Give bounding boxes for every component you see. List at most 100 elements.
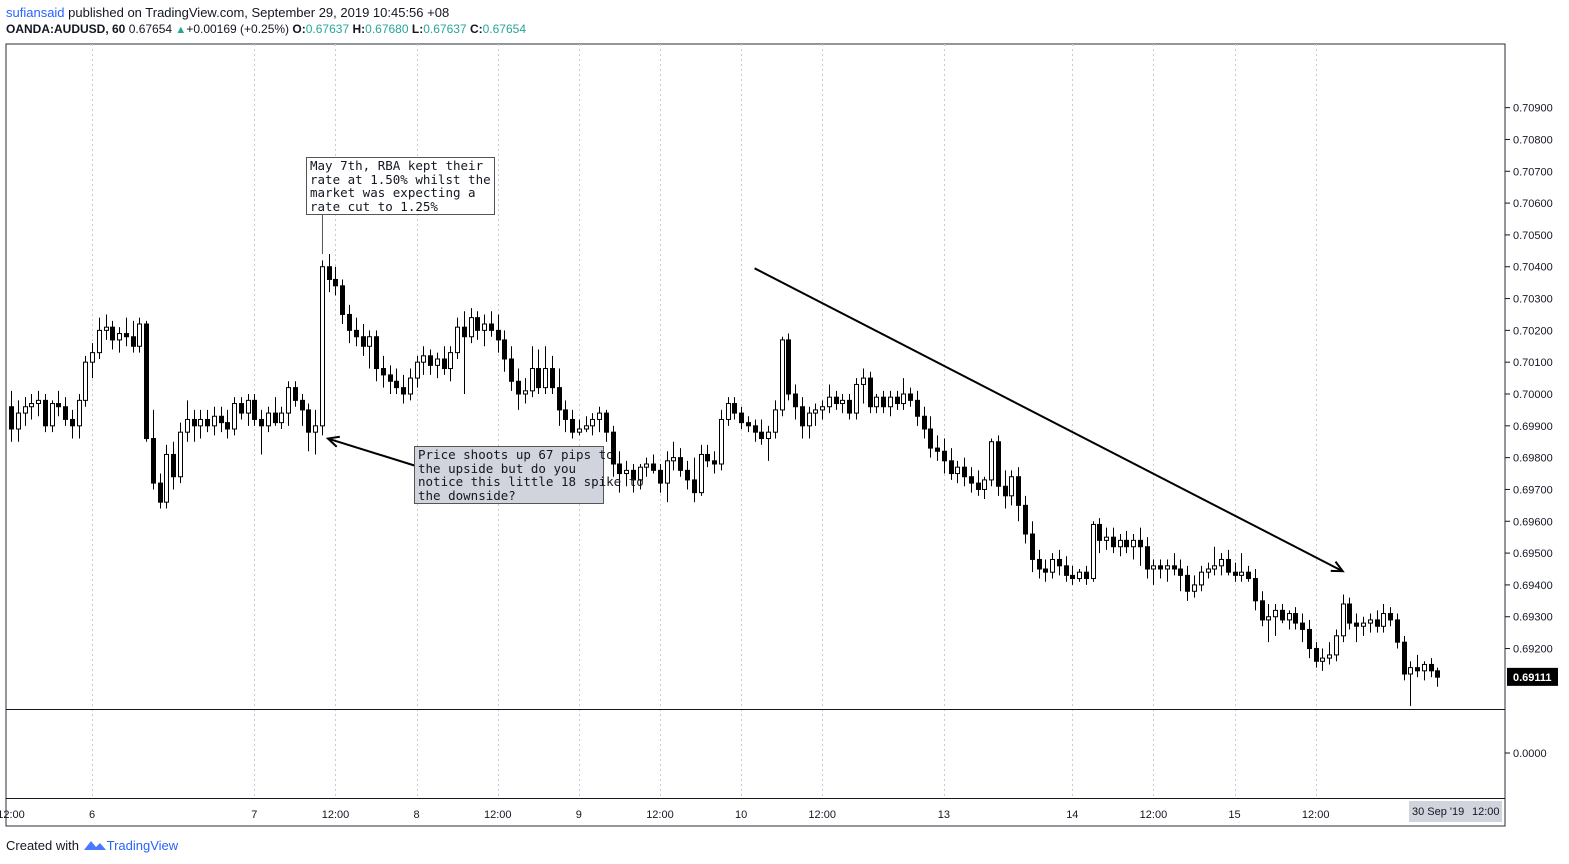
candle-body bbox=[70, 418, 75, 427]
candle-body bbox=[793, 393, 798, 408]
candle-body bbox=[306, 409, 311, 433]
price-axis[interactable]: 0.70900 0.70800 0.70700 0.70600 0.70500 0.704… bbox=[1505, 103, 1558, 760]
candle-body bbox=[1131, 539, 1136, 548]
candle bbox=[1381, 604, 1386, 633]
candle bbox=[928, 416, 933, 458]
candle-body bbox=[279, 412, 284, 424]
candle bbox=[286, 381, 291, 426]
candle-body bbox=[313, 425, 318, 433]
candle bbox=[117, 327, 122, 353]
candle-body bbox=[158, 482, 163, 503]
annotation-rba[interactable]: May 7th, RBA kept their rate at 1.50% wh… bbox=[306, 157, 495, 215]
candle-body bbox=[847, 399, 852, 414]
candle bbox=[306, 403, 311, 452]
price-label: 0.69900 bbox=[1513, 421, 1553, 433]
candle bbox=[333, 266, 338, 296]
candle bbox=[1023, 495, 1028, 544]
candle-body bbox=[43, 399, 48, 427]
candle-body bbox=[699, 453, 704, 494]
candle bbox=[1402, 635, 1407, 681]
candle-body bbox=[1273, 609, 1278, 618]
price-label: 0.70900 bbox=[1513, 103, 1553, 115]
candle-body bbox=[955, 466, 960, 475]
candle-body bbox=[962, 466, 967, 478]
candle bbox=[1050, 553, 1055, 579]
candle-body bbox=[496, 329, 501, 341]
time-label: 9 bbox=[576, 809, 582, 821]
candle-body bbox=[1165, 565, 1170, 570]
candle-body bbox=[1307, 628, 1312, 650]
candle bbox=[868, 371, 873, 414]
candle-body bbox=[327, 266, 332, 280]
candle bbox=[1206, 562, 1211, 579]
candle-body bbox=[29, 403, 34, 408]
candle-body bbox=[1375, 619, 1380, 627]
annotation-spike[interactable]: Price shoots up 67 pips to the upside bu… bbox=[414, 446, 644, 504]
candle-body bbox=[408, 377, 413, 395]
candle bbox=[205, 409, 210, 433]
candle-body bbox=[1084, 571, 1089, 580]
author-link[interactable]: sufiansaid bbox=[6, 5, 65, 20]
candle bbox=[604, 409, 609, 442]
candle-body bbox=[1118, 539, 1123, 548]
candle bbox=[1273, 604, 1278, 636]
candle bbox=[1307, 619, 1312, 659]
candle-body bbox=[509, 358, 514, 382]
candle-body bbox=[982, 479, 987, 490]
candle-body bbox=[685, 469, 690, 481]
candle-body bbox=[1064, 565, 1069, 576]
price-label: 0.70400 bbox=[1513, 262, 1553, 274]
candle-body bbox=[611, 431, 616, 465]
candle bbox=[1118, 534, 1123, 557]
candle bbox=[97, 317, 102, 359]
tradingview-link[interactable]: TradingView bbox=[106, 838, 179, 853]
time-label: 15 bbox=[1228, 809, 1240, 821]
symbol-name[interactable]: OANDA:AUDUSD, 60 bbox=[6, 22, 126, 36]
candle bbox=[354, 317, 359, 347]
candle-body bbox=[239, 403, 244, 414]
candle-body bbox=[300, 399, 305, 411]
candle-body bbox=[516, 380, 521, 395]
candle bbox=[361, 324, 366, 356]
candle-body bbox=[110, 326, 115, 341]
candle bbox=[164, 444, 169, 509]
candle bbox=[367, 330, 372, 369]
candle bbox=[678, 448, 683, 477]
candle bbox=[1314, 642, 1319, 668]
candle bbox=[1266, 604, 1271, 643]
candle bbox=[1097, 518, 1102, 554]
candle-body bbox=[644, 463, 649, 468]
footer-credit: Created with TradingView bbox=[6, 838, 178, 853]
candle-body bbox=[638, 466, 643, 481]
candle bbox=[496, 314, 501, 353]
candle-body bbox=[205, 418, 210, 427]
candle-body bbox=[77, 399, 82, 427]
candle bbox=[739, 406, 744, 429]
price-label: 0.70000 bbox=[1513, 389, 1553, 401]
candle bbox=[1111, 527, 1116, 554]
candle bbox=[90, 343, 95, 379]
candle-body bbox=[1030, 533, 1035, 560]
price-label: 0.70800 bbox=[1513, 134, 1553, 146]
time-label: 14 bbox=[1066, 809, 1078, 821]
candle-body bbox=[1138, 539, 1143, 548]
time-axis[interactable]: 12:00 6 7 12:00 8 12:00 9 12:00 10 12:00 13 14 12:00… bbox=[0, 801, 1502, 822]
candle-body bbox=[753, 425, 758, 433]
candle bbox=[225, 409, 230, 439]
candle bbox=[1077, 569, 1082, 582]
candle-body bbox=[1185, 574, 1190, 592]
candle bbox=[158, 473, 163, 509]
candle bbox=[949, 448, 954, 480]
grid-lines bbox=[92, 44, 1317, 798]
candle-body bbox=[1266, 616, 1271, 621]
candle bbox=[56, 390, 61, 417]
candle bbox=[759, 419, 764, 445]
candle-body bbox=[212, 415, 217, 427]
candle-body bbox=[1016, 476, 1021, 506]
candle bbox=[1395, 613, 1400, 649]
candle-body bbox=[908, 393, 913, 401]
candle-body bbox=[834, 396, 839, 405]
candle-body bbox=[442, 358, 447, 370]
chart-frame bbox=[5, 43, 1506, 827]
